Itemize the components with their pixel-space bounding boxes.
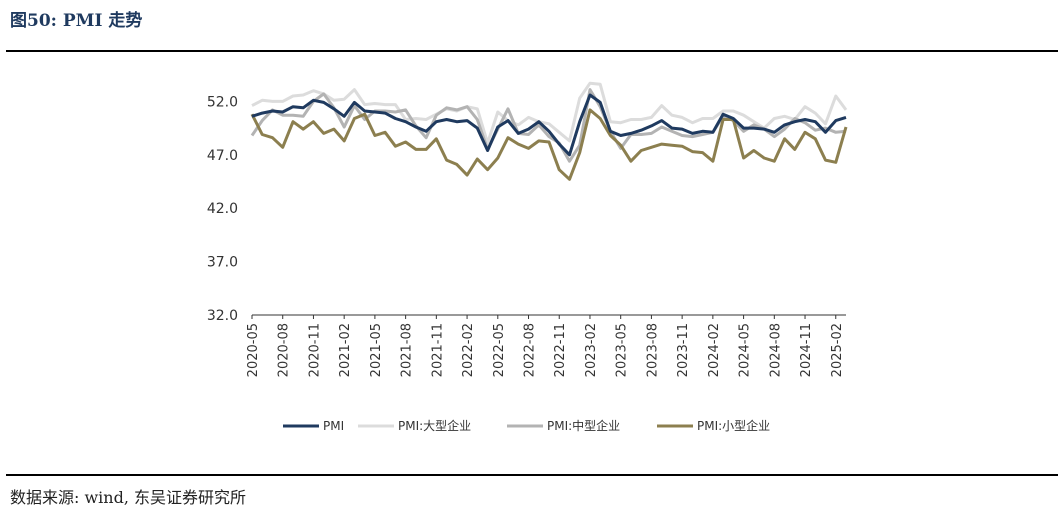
x-tick-label: 2023-11 <box>676 323 691 377</box>
source-note: 数据来源: wind, 东吴证券研究所 <box>10 488 247 507</box>
y-axis: 52.0 47.0 42.0 37.0 32.0 <box>207 94 238 324</box>
x-tick-label: 2024-11 <box>799 323 814 377</box>
x-tick-label: 2020-08 <box>277 323 292 377</box>
x-tick-label: 2021-08 <box>400 323 415 377</box>
bottom-rule <box>6 474 1058 476</box>
y-tick-label: 42.0 <box>207 201 238 217</box>
x-tick-label: 2023-02 <box>584 323 599 377</box>
series-line-1 <box>251 81 848 145</box>
x-tick-label: 2020-11 <box>307 323 322 377</box>
x-tick-label: 2021-05 <box>369 323 384 377</box>
x-tick-label: 2023-05 <box>615 323 630 377</box>
top-rule <box>6 50 1058 52</box>
x-tick-label: 2024-05 <box>738 323 753 377</box>
legend-label-0: PMI <box>323 419 344 433</box>
y-tick-label: 47.0 <box>207 148 238 164</box>
legend-label-1: PMI:大型企业 <box>398 418 471 433</box>
x-tick-label: 2025-02 <box>830 323 845 377</box>
y-tick-label: 32.0 <box>207 308 238 324</box>
x-tick-label: 2021-02 <box>338 323 353 377</box>
series-line-0 <box>251 93 847 157</box>
x-tick-label: 2022-05 <box>492 323 507 377</box>
x-tick-label: 2022-02 <box>461 323 476 377</box>
x-tick-label: 2024-02 <box>707 323 722 377</box>
pmi-line-chart: 52.047.042.037.032.0 2020-05 2020-08 2020-… <box>207 81 848 433</box>
x-axis: 2020-05 2020-08 2020-11 2021-02 2021-05 2021-… <box>246 314 846 377</box>
y-tick-label: 52.0 <box>207 94 238 110</box>
y-tick-label: 37.0 <box>207 255 238 271</box>
figure-title: 图50: PMI 走势 <box>10 11 143 31</box>
legend: PMI PMI:大型企业 PMI:中型企业 PMI:小型企业 <box>283 418 770 433</box>
series-layer <box>250 81 848 181</box>
x-tick-label: 2020-05 <box>246 323 261 377</box>
legend-label-3: PMI:小型企业 <box>697 418 770 433</box>
x-tick-label: 2024-08 <box>768 323 783 377</box>
legend-label-2: PMI:中型企业 <box>547 418 620 433</box>
x-tick-label: 2022-11 <box>553 323 568 377</box>
series-line-3 <box>250 108 848 181</box>
x-tick-label: 2023-08 <box>645 323 660 377</box>
x-tick-label: 2022-08 <box>523 323 538 377</box>
x-tick-label: 2021-11 <box>430 323 445 377</box>
